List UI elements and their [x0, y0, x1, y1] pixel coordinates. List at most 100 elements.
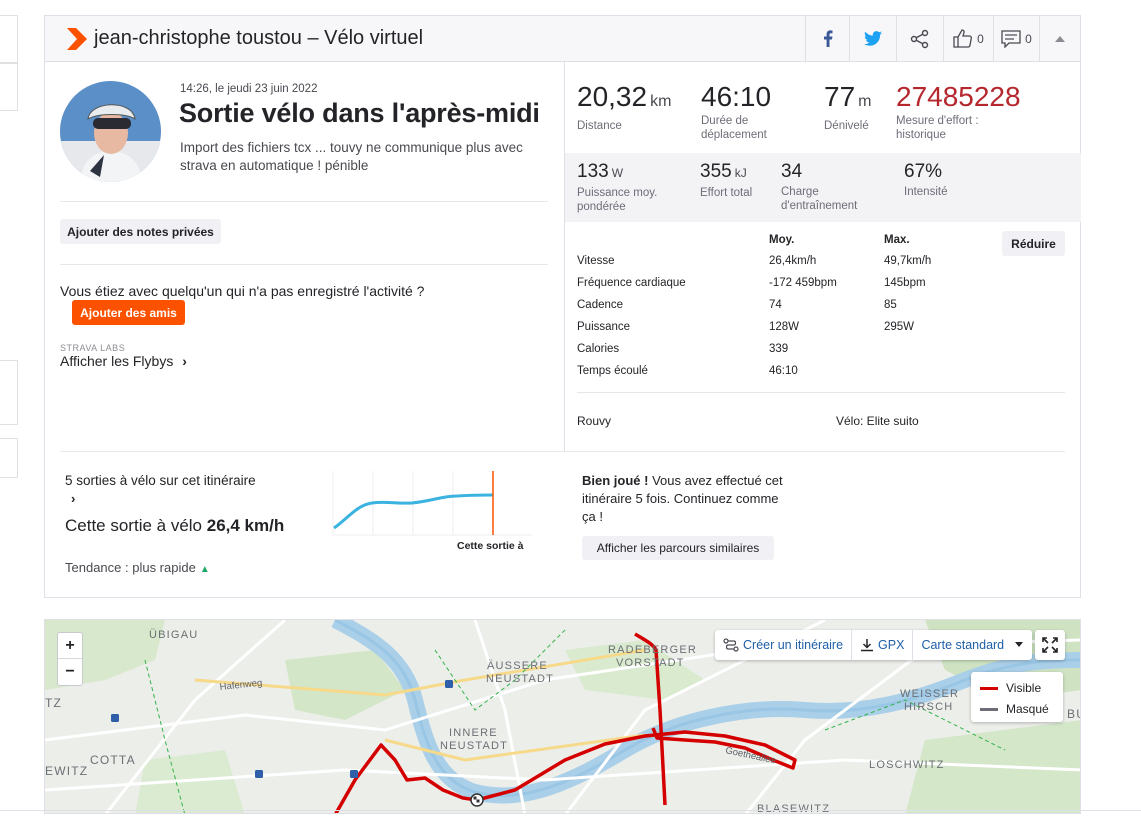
row-label: Temps écoulé	[577, 365, 648, 377]
caret-up-icon	[1055, 35, 1065, 42]
kudos-button[interactable]: 0	[943, 16, 993, 61]
map-toolbar: Créer un itinéraire GPX Carte standard	[715, 630, 1033, 660]
row-max: 145bpm	[884, 277, 926, 289]
map-tram-lines	[144, 629, 1006, 813]
activity-description: Import des fichiers tcx ... touvy ne com…	[180, 140, 523, 173]
legend-visible-label: Visible	[1006, 681, 1042, 695]
similar-routes-button[interactable]: Afficher les parcours similaires	[582, 536, 774, 560]
stat-unit: kJ	[734, 166, 747, 180]
left-edge-panel	[0, 360, 18, 425]
sparkline-grid	[332, 471, 532, 536]
activity-map[interactable]: ÜBIGAU RADEBERGER VORSTADT ÄUSSERE NEUST…	[44, 619, 1081, 814]
map-label: Hafenweg	[219, 678, 263, 693]
legend-hidden-swatch	[980, 707, 998, 711]
collapse-stats-button[interactable]: Réduire	[1002, 231, 1065, 256]
divider	[60, 264, 548, 265]
fullscreen-button[interactable]	[1035, 630, 1065, 660]
stat-label: Mesure d'effort : historique	[896, 115, 979, 141]
stat-value: 27485228	[896, 81, 1021, 112]
activity-owner-title: jean-christophe toustou – Vélo virtuel	[94, 27, 424, 49]
route-speed-summary: Cette sortie à vélo 26,4 km/h	[65, 516, 285, 536]
athlete-photo	[60, 81, 161, 182]
map-legend: Visible Masqué	[971, 672, 1063, 722]
row-label: Puissance	[577, 321, 631, 333]
facebook-share-button[interactable]	[805, 16, 849, 61]
map-label: ÜBIGAU	[149, 629, 198, 641]
create-route-button[interactable]: Créer un itinéraire	[715, 630, 853, 660]
left-edge-panel	[0, 438, 18, 478]
map-type-label: Carte standard	[921, 638, 1005, 652]
row-avg: 128W	[769, 321, 800, 333]
stat-distance: 20,32 km Distance	[577, 82, 671, 133]
divider	[577, 392, 1065, 393]
comments-button[interactable]: 0	[993, 16, 1039, 61]
table-row: Puissance 128W 295W	[577, 321, 1067, 337]
gpx-download-button[interactable]: GPX	[852, 630, 914, 660]
add-private-notes-button[interactable]: Ajouter des notes privées	[60, 219, 221, 244]
route-congrats-bold: Bien joué !	[582, 473, 649, 488]
activity-datetime: 14:26, le jeudi 23 juin 2022	[180, 83, 318, 95]
collapse-button[interactable]	[1039, 16, 1080, 61]
route-count-link[interactable]: 5 sorties à vélo sur cet itinéraire	[65, 473, 256, 488]
sparkline-current-label: Cette sortie à	[457, 540, 524, 552]
flybys-link[interactable]: Afficher les Flybys ›	[60, 353, 187, 369]
zoom-out-button[interactable]: −	[65, 663, 75, 680]
stat-label: Distance	[577, 120, 622, 132]
athlete-avatar[interactable]	[60, 81, 161, 182]
map-main-roads	[194, 648, 646, 762]
activity-header: jean-christophe toustou – Vélo virtuel 0…	[45, 16, 1080, 62]
stat-relative-effort: 27485228 Mesure d'effort : historique	[896, 82, 1021, 142]
map-river	[334, 620, 1080, 797]
chevron-right-icon[interactable]: ›	[71, 491, 76, 506]
more-stats-header: Moy. Max.	[577, 234, 1067, 250]
facebook-icon	[823, 30, 832, 47]
gpx-label: GPX	[878, 638, 905, 652]
stat-value: 34	[781, 161, 803, 182]
route-congrats-text: Vous avez effectué cet itinéraire 5 fois…	[582, 473, 783, 524]
share-button[interactable]	[896, 16, 943, 61]
stat-training-load: 34 Charge d'entraînement	[781, 161, 881, 213]
row-avg: 26,4km/h	[769, 255, 817, 267]
row-max: 85	[884, 299, 897, 311]
stat-weighted-power: 133 W Puissance moy. pondérée	[577, 161, 687, 214]
map-label: BLASEWITZ	[757, 803, 830, 814]
map-label: ÄUSSERE	[487, 660, 548, 672]
table-row: Calories 339	[577, 343, 1067, 359]
map-stop-icons	[111, 680, 453, 778]
column-header-max: Max.	[884, 234, 910, 246]
map-label: BU	[1067, 707, 1081, 721]
group-activity-question: Vous étiez avec quelqu'un qui n'a pas en…	[60, 283, 425, 299]
sparkline-line	[333, 493, 494, 530]
route-trend: Tendance : plus rapide ▲	[65, 560, 210, 575]
row-avg: 339	[769, 343, 789, 355]
legend-hidden: Masqué	[980, 701, 1049, 717]
map-label: TZ	[45, 696, 62, 710]
table-row: Fréquence cardiaque -172 459bpm 145bpm	[577, 277, 1067, 293]
chevron-down-icon	[1015, 642, 1024, 647]
stat-label: Puissance moy. pondérée	[577, 187, 658, 213]
row-avg: -172 459bpm	[769, 277, 837, 289]
zoom-in-button[interactable]: +	[58, 633, 82, 659]
twitter-icon	[864, 31, 882, 46]
bike-name: Vélo: Elite suito	[836, 414, 919, 428]
page-bottom-divider	[0, 810, 1141, 811]
route-builder-icon	[723, 638, 739, 652]
map-type-select[interactable]: Carte standard	[913, 630, 1032, 660]
stat-label: Charge d'entraînement	[781, 186, 858, 212]
comment-icon	[1001, 29, 1021, 48]
row-avg: 46:10	[769, 365, 798, 377]
map-canvas: ÜBIGAU RADEBERGER VORSTADT ÄUSSERE NEUST…	[45, 620, 1081, 814]
table-row: Temps écoulé 46:10	[577, 365, 1067, 381]
twitter-share-button[interactable]	[849, 16, 896, 61]
route-congrats: Bien joué ! Vous avez effectué cet itiné…	[582, 472, 787, 526]
secondary-stats-band	[565, 153, 1081, 222]
map-label: NEUSTADT	[486, 673, 554, 685]
download-icon	[861, 639, 874, 652]
add-friends-button[interactable]: Ajouter des amis	[72, 300, 185, 325]
table-row: Cadence 74 85	[577, 299, 1067, 315]
stat-value: 355	[700, 161, 732, 182]
kudos-count: 0	[977, 31, 984, 46]
legend-visible: Visible	[980, 680, 1041, 696]
chevron-right-icon: ›	[182, 353, 187, 369]
activity-card: jean-christophe toustou – Vélo virtuel 0…	[44, 15, 1081, 598]
